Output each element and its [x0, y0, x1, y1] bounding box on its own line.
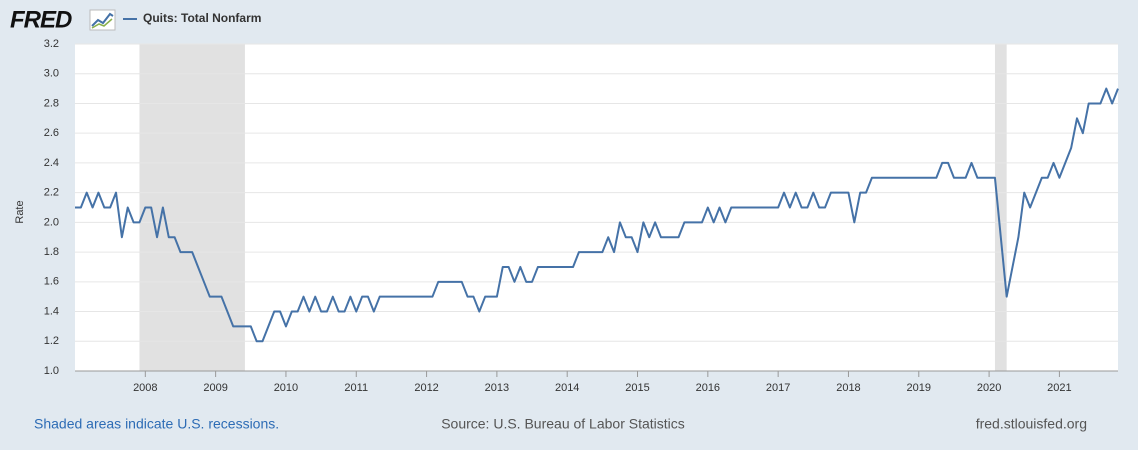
x-tick-label: 2010	[274, 382, 298, 394]
site-note: fred.stlouisfed.org	[976, 416, 1087, 432]
y-axis-label: Rate	[14, 200, 26, 223]
x-tick-label: 2017	[766, 382, 790, 394]
recession-band	[994, 44, 1007, 371]
y-tick-label: 1.2	[44, 335, 59, 347]
data-line	[75, 87, 1119, 343]
y-tick-label: 3.2	[44, 38, 59, 50]
y-tick-label: 1.6	[44, 276, 59, 288]
y-tick-label: 1.0	[44, 365, 59, 377]
x-tick-label: 2009	[203, 382, 227, 394]
y-tick-label: 2.2	[44, 187, 59, 199]
logo-text: FRED	[10, 6, 72, 33]
x-tick-label: 2014	[555, 382, 579, 394]
y-tick-label: 1.4	[44, 305, 59, 317]
plot-area	[75, 44, 1118, 371]
x-tick-label: 2012	[414, 382, 438, 394]
x-tick-label: 2015	[625, 382, 649, 394]
x-tick-label: 2016	[696, 382, 720, 394]
source-note: Source: U.S. Bureau of Labor Statistics	[441, 416, 685, 432]
x-tick-label: 2011	[344, 382, 368, 394]
y-tick-label: 2.6	[44, 127, 59, 139]
x-tick-label: 2018	[836, 382, 860, 394]
x-tick-label: 2019	[907, 382, 931, 394]
legend-label: Quits: Total Nonfarm	[143, 11, 261, 25]
logo-icon	[89, 9, 116, 31]
y-tick-label: 2.4	[44, 157, 59, 169]
y-tick-label: 1.8	[44, 246, 59, 258]
x-tick-label: 2020	[977, 382, 1001, 394]
y-tick-label: 2.8	[44, 97, 59, 109]
x-tick-label: 2021	[1047, 382, 1071, 394]
recession-band	[139, 44, 245, 371]
y-tick-label: 2.0	[44, 216, 59, 228]
x-tick-label: 2008	[133, 382, 157, 394]
y-tick-label: 3.0	[44, 68, 59, 80]
x-tick-label: 2013	[485, 382, 509, 394]
recession-note[interactable]: Shaded areas indicate U.S. recessions.	[34, 416, 279, 432]
